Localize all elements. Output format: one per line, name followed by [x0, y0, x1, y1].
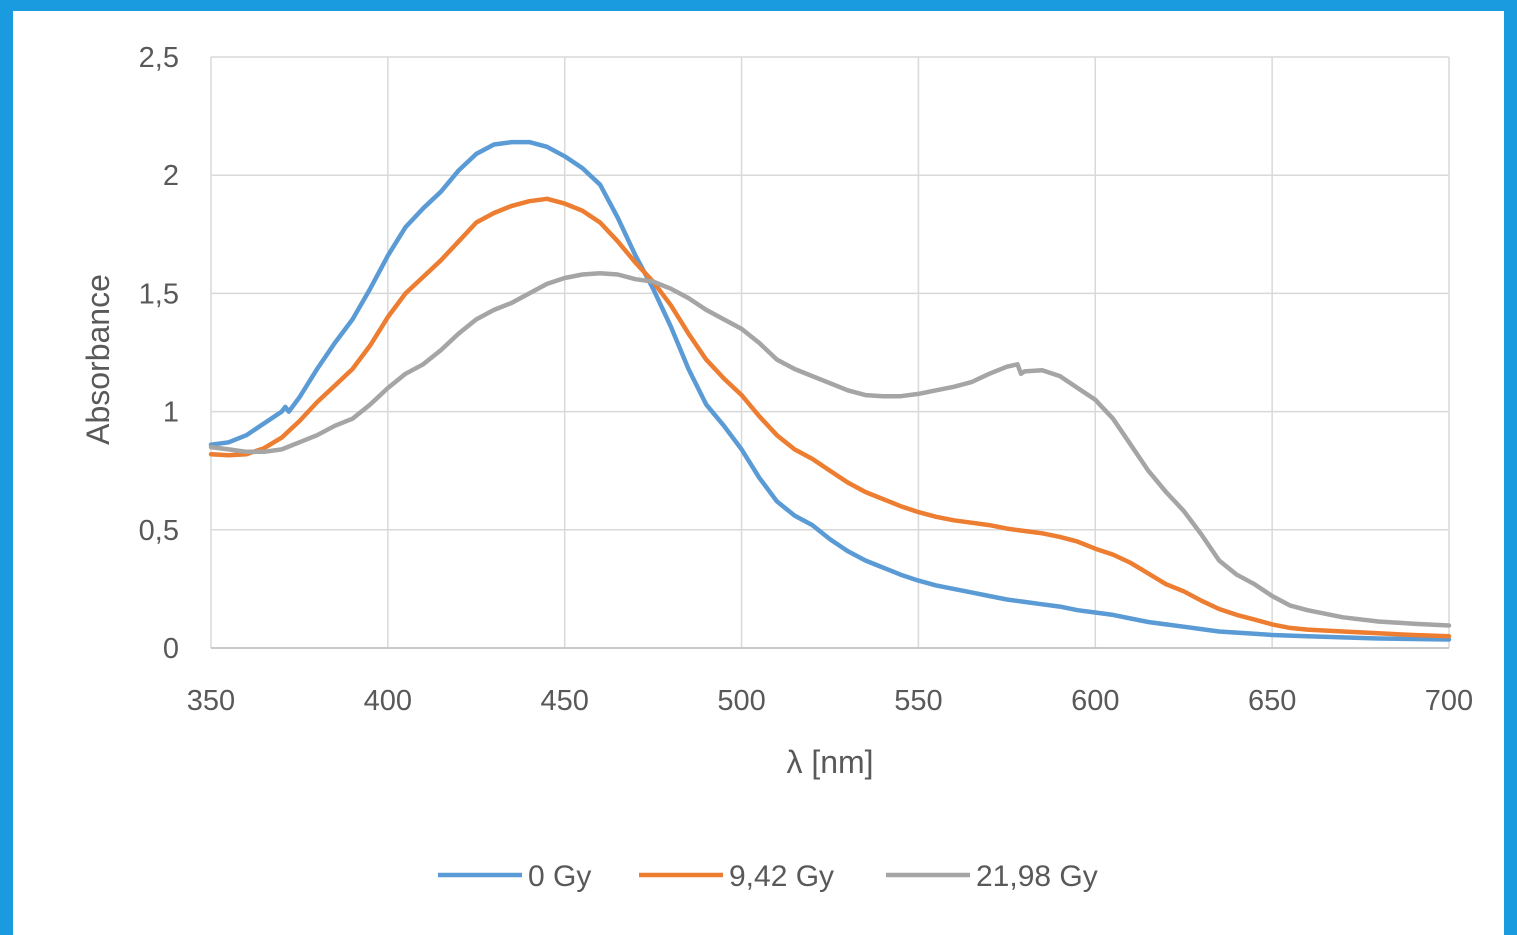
series-line-2: [208, 196, 1452, 639]
x-tick-label-6: 650: [1248, 685, 1296, 717]
x-tick-label-1: 400: [364, 685, 412, 717]
x-tick-label-3: 500: [717, 685, 765, 717]
x-tick-label-2: 450: [541, 685, 589, 717]
legend: 0 Gy 9,42 Gy 21,98 Gy: [438, 860, 1098, 893]
legend-label-1: 0 Gy: [528, 860, 591, 893]
x-tick-label-4: 550: [894, 685, 942, 717]
absorbance-line-chart: 350 400 450 500 550 600 650 700 0 0,5 1 1,5 2 2,5 λ […: [80, 42, 1474, 893]
series-line-3: [208, 271, 1452, 628]
x-axis-title: λ [nm]: [786, 744, 873, 780]
legend-label-2: 9,42 Gy: [729, 860, 834, 893]
y-tick-label-3: 1,5: [139, 278, 179, 310]
y-tick-label-4: 2: [163, 160, 179, 192]
y-tick-label-2: 1: [163, 397, 179, 429]
legend-label-3: 21,98 Gy: [976, 860, 1098, 893]
x-tick-label-5: 600: [1071, 685, 1119, 717]
y-axis-title: Absorbance: [80, 274, 116, 445]
gridlines: [210, 56, 1450, 649]
tick-labels: 350 400 450 500 550 600 650 700 0 0,5 1 1,5 2 2,5: [139, 42, 1474, 717]
x-tick-label-7: 700: [1425, 685, 1473, 717]
y-tick-label-5: 2,5: [139, 42, 179, 74]
series-lines: [208, 139, 1452, 642]
y-tick-label-0: 0: [163, 633, 179, 665]
x-tick-label-0: 350: [187, 685, 235, 717]
y-tick-label-1: 0,5: [139, 515, 179, 547]
chart-frame: 350 400 450 500 550 600 650 700 0 0,5 1 1,5 2 2,5 λ […: [13, 11, 1504, 935]
series-line-1: [208, 139, 1452, 642]
